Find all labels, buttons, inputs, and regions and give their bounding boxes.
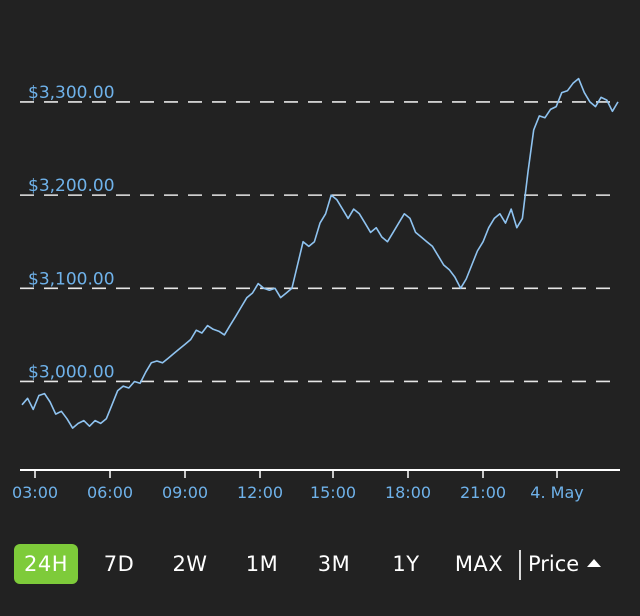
metric-selector[interactable]: Price <box>528 544 636 584</box>
range-button-label: 2W <box>172 552 208 576</box>
range-toolbar: 24H 7D 2W 1M 3M 1Y MAX Price <box>0 540 640 592</box>
y-tick-label: $3,100.00 <box>28 269 115 289</box>
range-button-2w[interactable]: 2W <box>162 544 218 584</box>
x-tick-label: 09:00 <box>162 483 208 502</box>
range-button-label: 1Y <box>392 552 420 576</box>
x-tick-label: 4. May <box>530 483 583 502</box>
toolbar-divider <box>519 550 521 580</box>
x-axis-ticks: 03:00 06:00 09:00 12:00 15:00 18:00 21:00 4. Ma… <box>12 470 584 502</box>
y-tick-label: $3,000.00 <box>28 362 115 382</box>
y-axis-labels: $3,000.00 $3,100.00 $3,200.00 $3,300.00 <box>28 83 115 383</box>
range-button-1y[interactable]: 1Y <box>378 544 434 584</box>
x-tick-label: 03:00 <box>12 483 58 502</box>
grid-lines <box>20 101 620 383</box>
range-button-label: MAX <box>454 552 504 576</box>
y-tick-label: $3,200.00 <box>28 176 115 196</box>
range-button-24h[interactable]: 24H <box>14 544 78 584</box>
range-button-max[interactable]: MAX <box>448 544 510 584</box>
y-tick-label: $3,300.00 <box>28 83 115 103</box>
price-series-line <box>21 77 619 429</box>
range-button-1m[interactable]: 1M <box>234 544 290 584</box>
price-chart: $3,000.00 $3,100.00 $3,200.00 $3,300.00 03:… <box>12 77 620 502</box>
range-button-7d[interactable]: 7D <box>92 544 146 584</box>
range-button-label: 1M <box>245 552 279 576</box>
caret-up-icon <box>587 559 602 567</box>
x-tick-label: 15:00 <box>310 483 356 502</box>
range-button-label: 3M <box>317 552 351 576</box>
metric-selector-label: Price <box>528 552 580 576</box>
x-tick-label: 21:00 <box>460 483 506 502</box>
range-button-label: 24H <box>23 552 68 576</box>
x-tick-label: 06:00 <box>87 483 133 502</box>
x-tick-label: 18:00 <box>385 483 431 502</box>
x-tick-label: 12:00 <box>237 483 283 502</box>
range-button-3m[interactable]: 3M <box>306 544 362 584</box>
range-button-label: 7D <box>103 552 135 576</box>
